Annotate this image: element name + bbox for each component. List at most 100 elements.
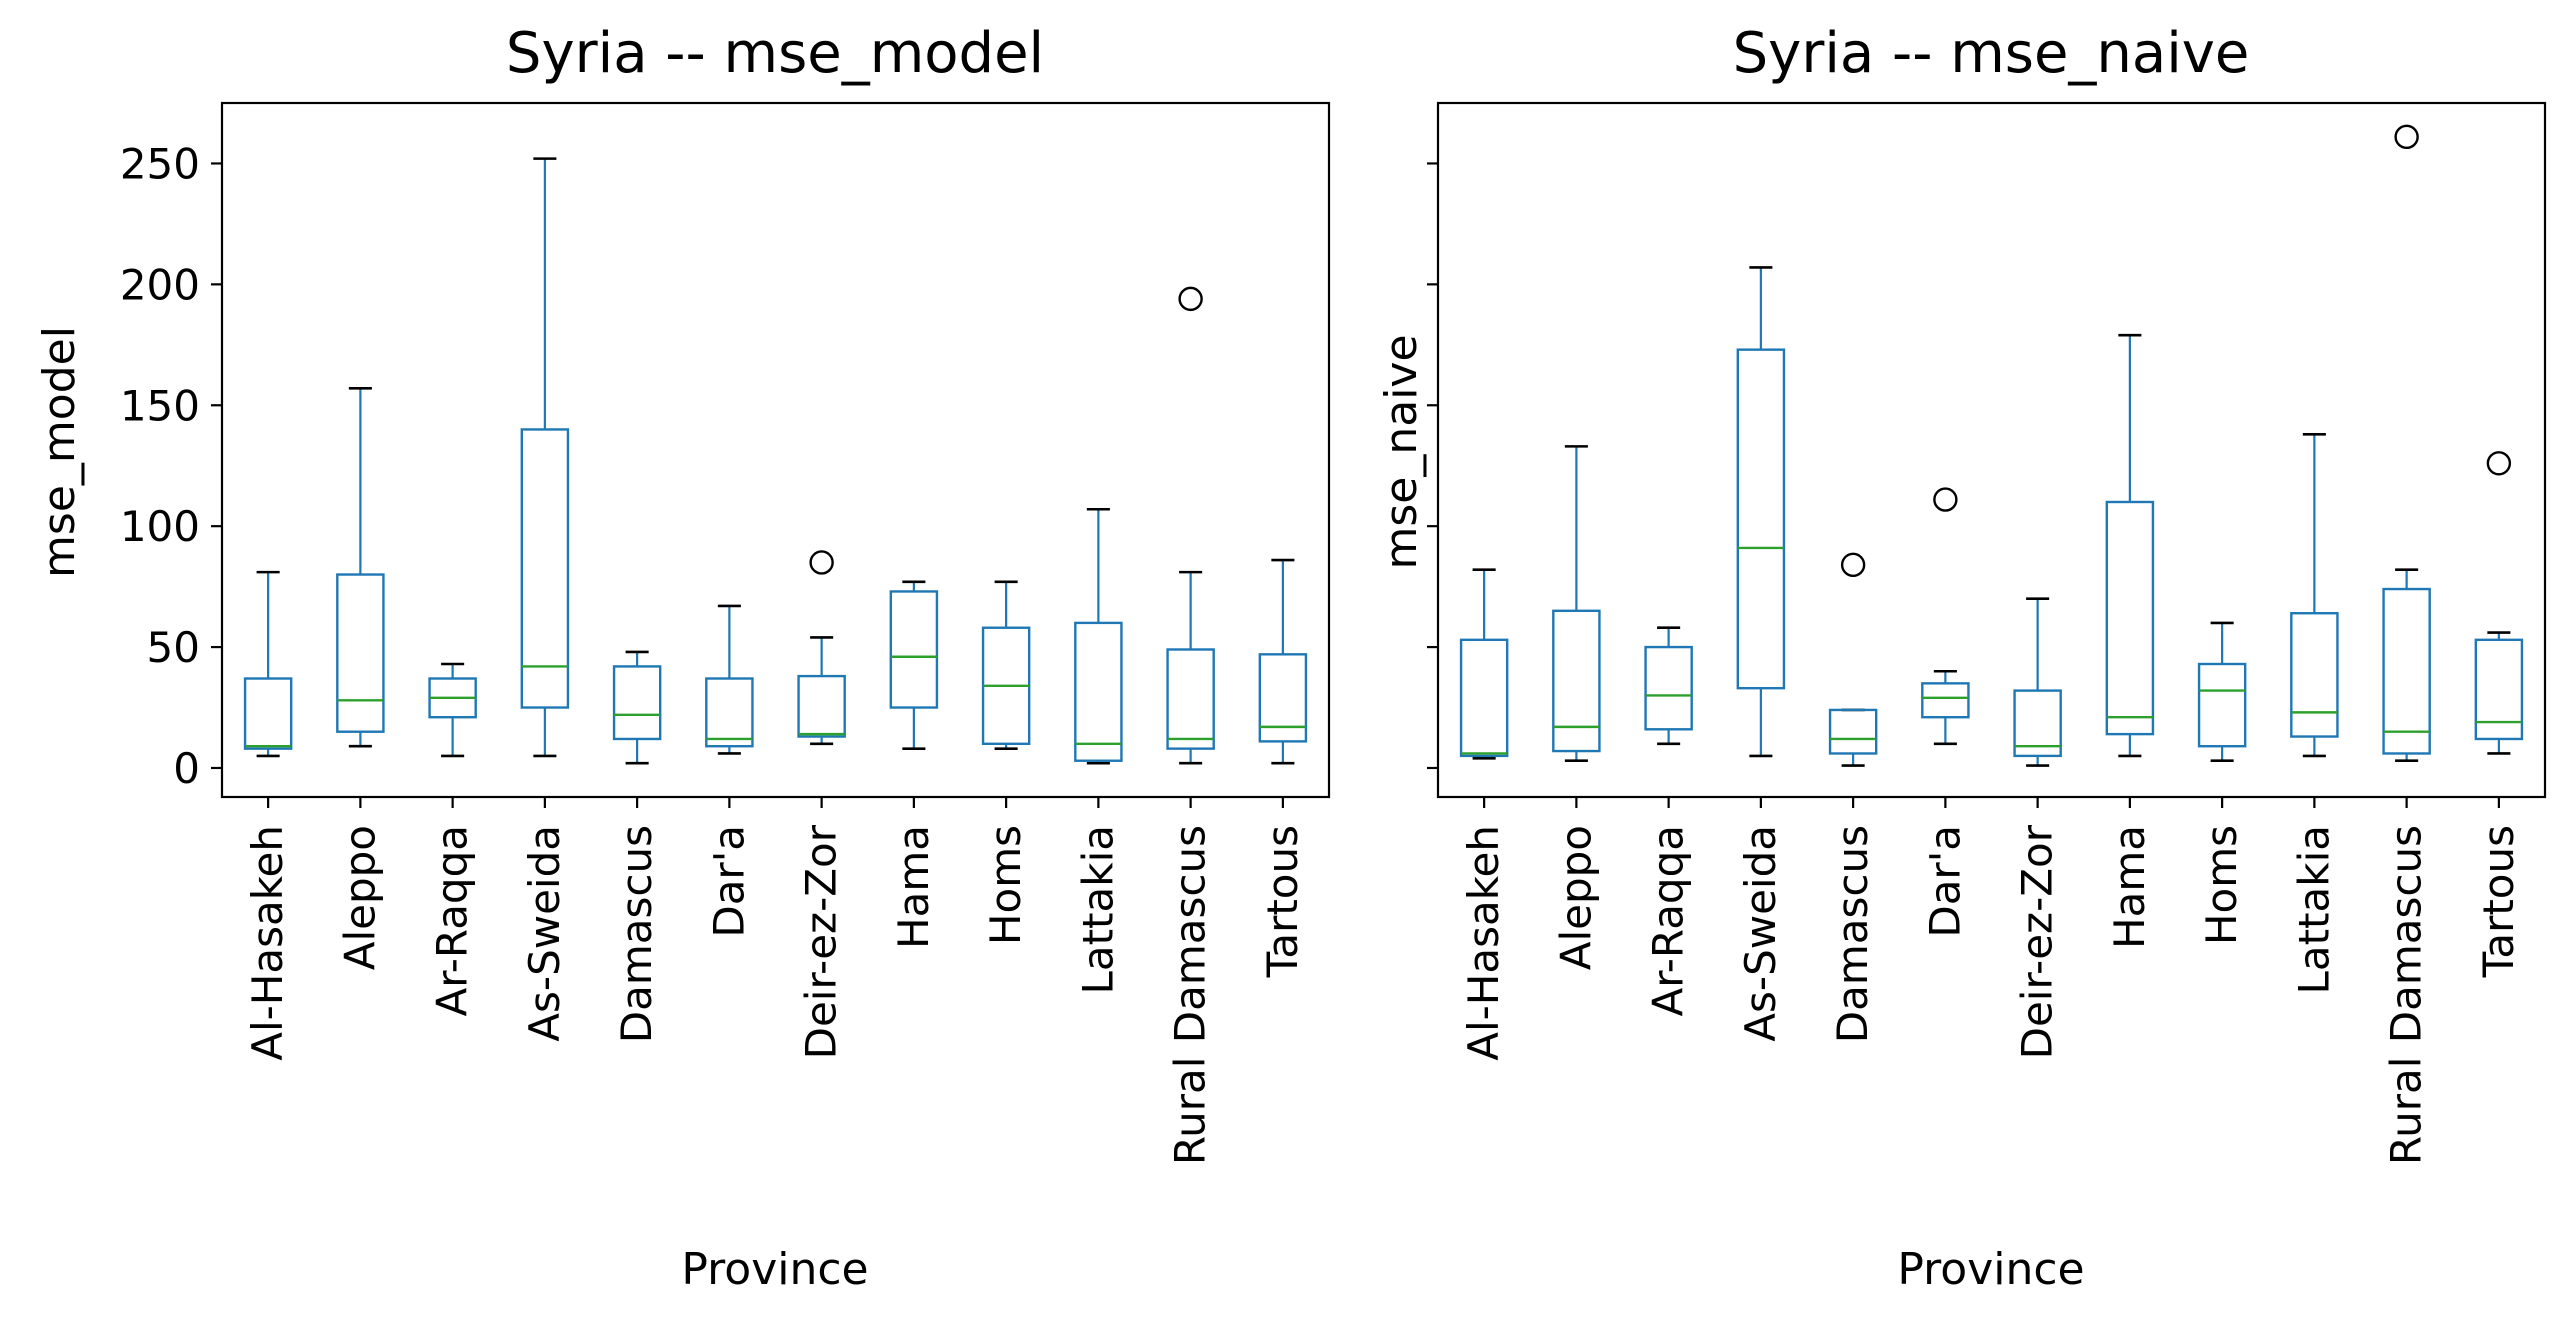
box-group [2474,451,2524,755]
x-tick-label: Deir-ez-Zor [797,824,846,1059]
outlier-point [809,550,834,575]
box-group [1552,445,1601,763]
y-axis-label: mse_naive [1376,334,1427,569]
outlier-point [1840,552,1866,578]
chart-title: Syria -- mse_naive [1733,21,2250,86]
x-tick-label: Rural Damascus [1166,825,1215,1165]
x-tick-label: Homs [2197,825,2246,945]
box-group [889,580,939,750]
box-group [1459,568,1509,760]
box [1828,708,1878,755]
x-tick-label: Damascus [1828,825,1877,1043]
outlier-point [1178,286,1203,312]
x-tick-label: Homs [981,825,1030,945]
x-tick-label: As-Sweida [1736,825,1785,1042]
box-group [797,550,846,746]
box-group [428,662,477,758]
box [243,677,293,750]
y-tick-label: 50 [147,623,200,672]
axes-frame [1436,101,2547,799]
box [1921,682,1970,719]
box [2197,662,2247,748]
box-group [2290,432,2339,758]
box-group [2382,124,2431,763]
x-tick-label: Lattakia [1073,825,1122,995]
box-marks [243,157,1308,765]
panel-mse-model: Syria -- mse_model mse_model Province 0 5… [34,21,1331,1295]
y-tick-label: 200 [120,260,200,309]
box-group [1074,507,1123,765]
box [1459,638,1509,758]
x-tick-label: As-Sweida [520,825,569,1042]
box [1644,645,1693,731]
box-group [1828,552,1878,767]
x-tick-label: Aleppo [335,825,384,970]
box [1736,348,1786,690]
x-tick-label: Rural Damascus [2382,825,2431,1165]
box [2290,612,2339,738]
box-group [336,387,385,748]
box [797,674,846,738]
x-tick-label: Ar-Raqqa [428,825,477,1017]
x-axis-label: Province [1897,1244,2084,1295]
box-group [981,580,1031,750]
box-group [520,157,570,758]
x-tick-label: Hama [889,825,938,949]
box [612,665,662,741]
box-group [2013,597,2062,767]
y-tick-label: 250 [120,139,200,188]
x-tick-label: Tartous [1258,825,1307,978]
x-tick-label: Dar'a [704,825,753,938]
x-tick-label: Ar-Raqqa [1644,825,1693,1017]
box [2105,500,2155,736]
x-axis-label: Province [681,1244,868,1295]
x-tick-label: Damascus [612,825,661,1043]
x-tick-label: Dar'a [1920,825,1969,938]
x-tick-label: Lattakia [2289,825,2338,995]
y-axis-label: mse_model [34,326,85,578]
box-group [1166,286,1215,765]
box-marks [1459,124,2524,767]
outlier-point [2486,451,2512,476]
y-tick-label: 150 [120,381,200,430]
box-group [1258,558,1308,765]
box-group [243,570,293,758]
box-group [1921,487,1970,746]
box [1552,609,1601,753]
panel-mse-naive: Syria -- mse_naive mse_naive Province Al… [1376,21,2547,1295]
box [889,590,939,709]
box [1258,653,1308,743]
box-group [1736,266,1786,758]
box [1166,648,1215,750]
box [520,428,570,709]
x-tick-label: Al-Hasakeh [1459,825,1508,1061]
x-tick-label: Deir-ez-Zor [2013,824,2062,1059]
y-tick-label: 100 [120,502,200,551]
box-group [705,604,754,755]
x-ticks: Al-Hasakeh Aleppo Ar-Raqqa As-Sweida Damascu… [1459,797,2523,1165]
x-tick-label: Al-Hasakeh [243,825,292,1061]
box [336,573,385,733]
y-tick-label: 0 [173,744,200,793]
box [1074,621,1123,762]
box-group [2105,333,2155,758]
outlier-point [2394,124,2419,150]
chart-title: Syria -- mse_model [506,21,1044,86]
x-tick-label: Hama [2105,825,2154,949]
box-group [2197,621,2247,763]
box [2382,587,2431,755]
outlier-point [1933,487,1958,512]
x-tick-label: Aleppo [1551,825,1600,970]
y-ticks [1427,162,1438,770]
x-tick-label: Tartous [2474,825,2523,978]
box [2474,638,2524,741]
x-ticks: Al-Hasakeh Aleppo Ar-Raqqa As-Sweida Damascu… [243,797,1307,1165]
box [705,677,754,748]
axes-frame [220,101,1331,799]
y-ticks: 0 50 100 150 200 250 [120,139,222,793]
box-group [1644,626,1693,746]
box [2013,689,2062,758]
box-group [612,650,662,765]
